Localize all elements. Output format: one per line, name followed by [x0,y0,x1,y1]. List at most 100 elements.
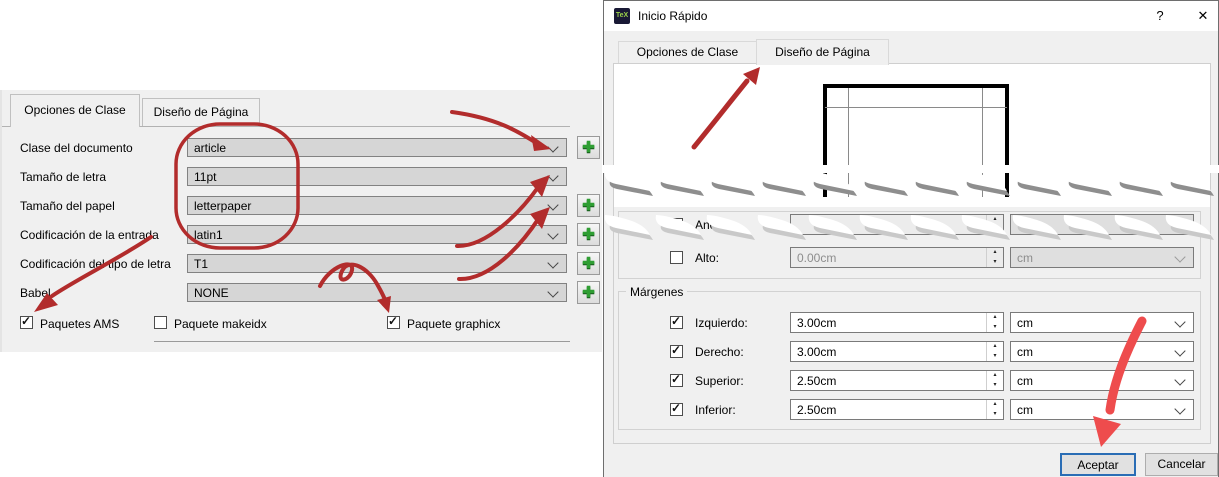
combobox-value: cm [1017,251,1033,265]
chevron-down-icon [547,228,559,240]
combobox-babel[interactable]: NONE [187,283,567,302]
margin-guide-right [982,88,983,197]
tab-diseno-de-pagina[interactable]: Diseño de Página [756,39,889,65]
chevron-down-icon [1174,251,1186,263]
check-icon: ✓ [671,401,682,415]
close-button[interactable]: ✕ [1197,8,1209,23]
superior-unit-combobox[interactable]: cm [1010,370,1194,391]
tab-opciones-de-clase[interactable]: Opciones de Clase [10,94,140,127]
chevron-down-icon [547,170,559,182]
add-input-encoding-button[interactable]: ✚ [577,223,600,246]
inferior-spinner[interactable]: 2.50cm ▴ ▾ [790,399,1004,420]
combobox-paper-size[interactable]: letterpaper [187,196,567,215]
checkbox-paquete-graphicx[interactable]: ✓ [387,314,400,329]
plus-icon: ✚ [582,226,595,243]
checkbox-paquete-makeidx[interactable] [154,316,167,329]
spinner-buttons[interactable]: ▴ ▾ [986,371,1003,390]
torn-edge-middle [604,215,1214,240]
derecho-spinner[interactable]: 3.00cm ▴ ▾ [790,341,1004,362]
checkbox-alto[interactable] [670,251,683,264]
check-icon: ✓ [671,372,682,386]
cancelar-button[interactable]: Cancelar [1145,453,1218,476]
spinner-value: 3.00cm [797,316,837,330]
chevron-down-icon [1174,316,1186,328]
checkbox-label: Paquetes AMS [40,317,120,331]
chevron-down-icon [547,257,559,269]
combobox-input-encoding[interactable]: latin1 [187,225,567,244]
superior-spinner[interactable]: 2.50cm ▴ ▾ [790,370,1004,391]
check-icon: ✓ [671,314,682,328]
aceptar-button[interactable]: Aceptar [1060,453,1136,476]
checkbox-superior[interactable]: ✓ [670,372,683,387]
spinner-value: 0.00cm [797,251,837,265]
spinner-value: 2.50cm [797,374,837,388]
spin-down-icon: ▾ [993,352,997,359]
input-encoding-label: Codificación de la entrada [20,228,159,242]
spinner-value: 3.00cm [797,345,837,359]
inferior-label: Inferior: [695,403,736,417]
superior-label: Superior: [695,374,744,388]
check-icon: ✓ [671,343,682,357]
checkbox-izquierdo[interactable]: ✓ [670,314,683,329]
checkbox-inferior[interactable]: ✓ [670,401,683,416]
combobox-value: cm [1017,374,1033,388]
spin-down-icon: ▾ [993,258,997,265]
margin-guide-left [848,88,849,197]
plus-icon: ✚ [582,255,595,272]
spinner-buttons[interactable]: ▴ ▾ [986,400,1003,419]
spin-up-icon: ▴ [993,372,997,378]
derecho-label: Derecho: [695,345,744,359]
combobox-font-encoding[interactable]: T1 [187,254,567,273]
checkbox-paquetes-ams[interactable]: ✓ [20,314,33,329]
combobox-value: T1 [194,257,209,271]
document-class-label: Clase del documento [20,141,133,155]
izquierdo-spinner[interactable]: 3.00cm ▴ ▾ [790,312,1004,333]
quick-start-dialog-fragment-class-options: Opciones de Clase Diseño de Página Clase… [0,90,602,352]
margins-group-title: Márgenes [626,285,688,299]
chevron-down-icon [547,199,559,211]
izquierdo-label: Izquierdo: [695,316,748,330]
spinner-buttons[interactable]: ▴ ▾ [986,313,1003,332]
chevron-down-icon [547,286,559,298]
margin-guide-top [825,107,1007,108]
spinner-buttons[interactable]: ▴ ▾ [986,342,1003,361]
tab-opciones-de-clase[interactable]: Opciones de Clase [618,41,757,64]
paper-size-label: Tamaño del papel [20,199,115,213]
add-paper-size-button[interactable]: ✚ [577,194,600,217]
checkbox-derecho[interactable]: ✓ [670,343,683,358]
alto-unit-combobox[interactable]: cm [1010,247,1194,268]
add-babel-button[interactable]: ✚ [577,281,600,304]
alto-label: Alto: [695,251,720,265]
chevron-down-icon [547,141,559,153]
combobox-font-size[interactable]: 11pt [187,167,567,186]
combobox-value: latin1 [194,228,223,242]
spin-down-icon: ▾ [993,410,997,417]
checkbox-label: Paquete graphicx [407,317,501,331]
izquierdo-unit-combobox[interactable]: cm [1010,312,1194,333]
derecho-unit-combobox[interactable]: cm [1010,341,1194,362]
combobox-document-class[interactable]: article [187,138,567,157]
combobox-value: cm [1017,403,1033,417]
font-encoding-label: Codificación del tipo de letra [20,257,171,271]
title-bar[interactable]: TeX Inicio Rápido ? ✕ [604,1,1218,31]
check-icon: ✓ [388,314,399,328]
spinner-buttons[interactable]: ▴ ▾ [986,248,1003,267]
spin-up-icon: ▴ [993,343,997,349]
tab-diseno-de-pagina[interactable]: Diseño de Página [142,98,260,126]
spin-up-icon: ▴ [993,249,997,255]
spin-up-icon: ▴ [993,401,997,407]
inferior-unit-combobox[interactable]: cm [1010,399,1194,420]
spinner-value: 2.50cm [797,403,837,417]
add-document-class-button[interactable]: ✚ [577,136,600,159]
alto-spinner[interactable]: 0.00cm ▴ ▾ [790,247,1004,268]
size-groupbox [618,211,1201,279]
help-button[interactable]: ? [1156,8,1164,23]
chevron-down-icon [1174,345,1186,357]
combobox-value: NONE [194,286,229,300]
spin-down-icon: ▾ [993,381,997,388]
combobox-value: 11pt [194,170,217,184]
margins-groupbox [618,291,1201,430]
plus-icon: ✚ [582,139,595,156]
combobox-value: article [194,141,227,155]
add-font-encoding-button[interactable]: ✚ [577,252,600,275]
